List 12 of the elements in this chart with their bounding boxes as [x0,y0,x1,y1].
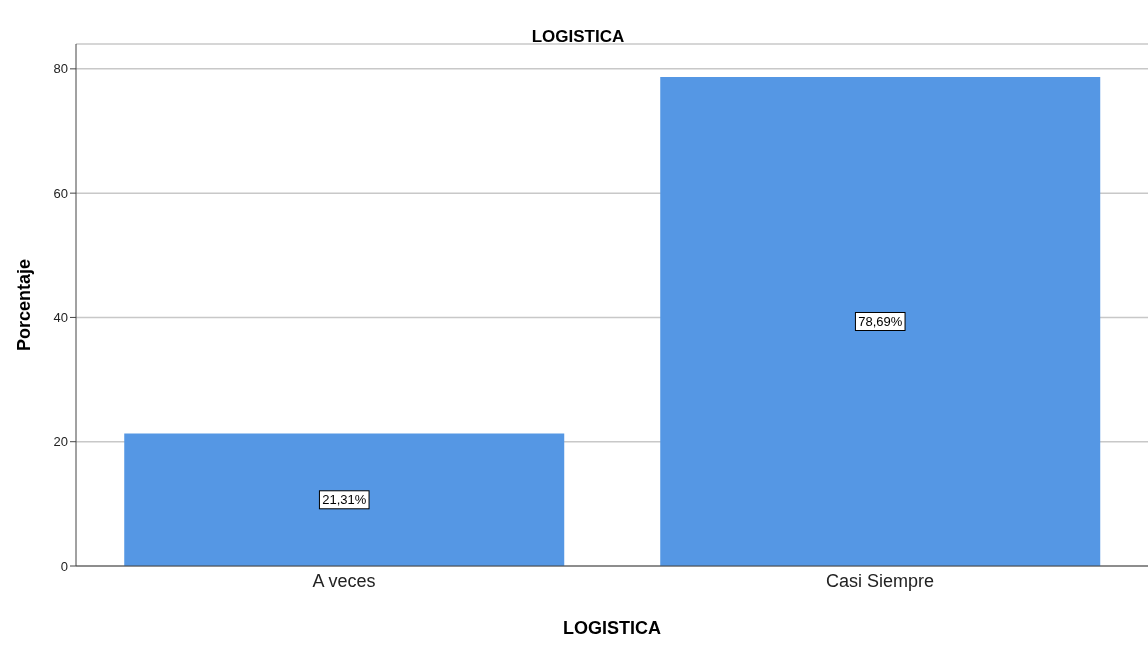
x-tick-label: A veces [312,570,376,591]
y-tick-label: 20 [53,434,68,450]
x-tick-label: Casi Siempre [825,570,935,591]
data-label: 78,69% [858,314,903,329]
chart-title: LOGISTICA [531,27,625,46]
y-tick-label: 0 [60,558,68,574]
y-tick-label: 40 [53,310,68,326]
y-tick-label: 60 [53,185,68,201]
data-label: 21,31% [322,492,367,508]
y-tick-label: 80 [53,61,68,77]
y-axis-title: Porcentaje [14,258,35,352]
x-axis-title: LOGISTICA [563,618,661,638]
